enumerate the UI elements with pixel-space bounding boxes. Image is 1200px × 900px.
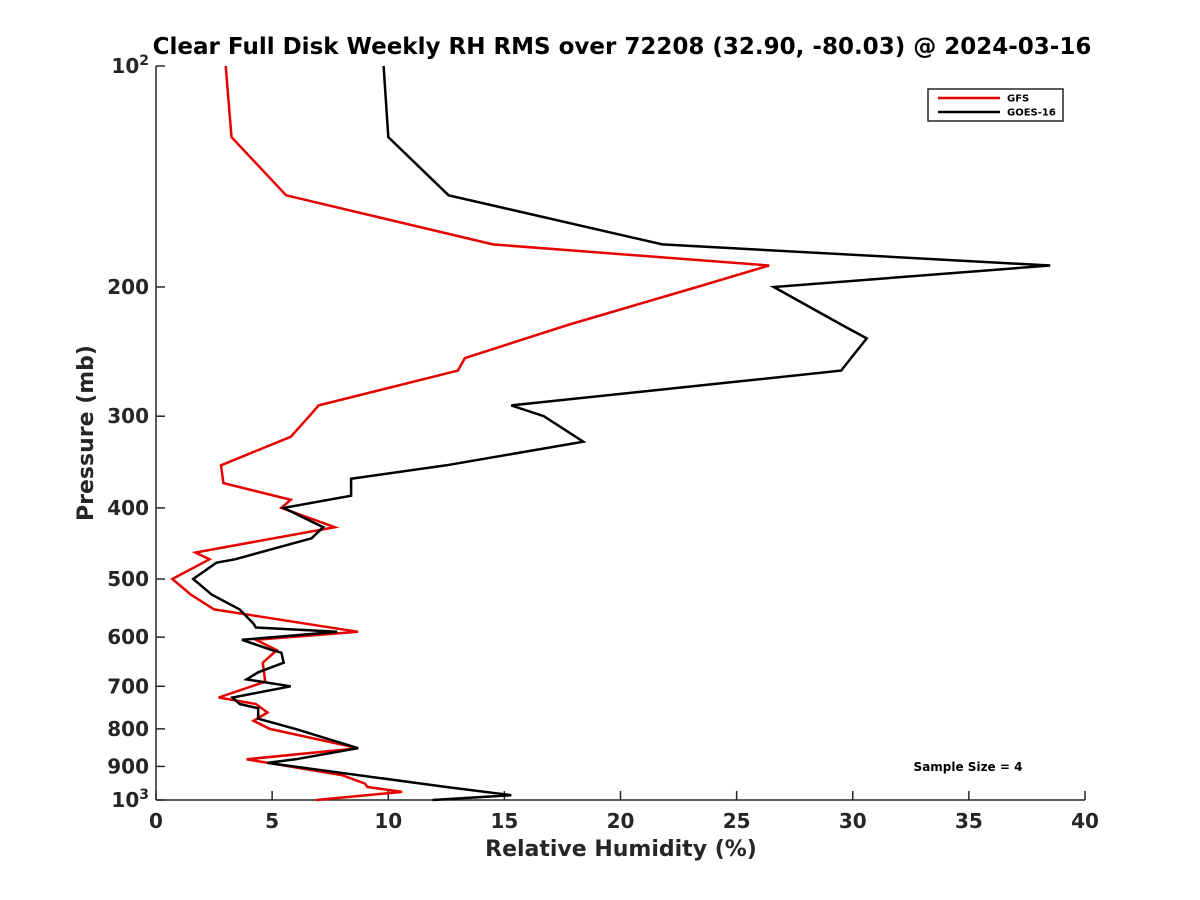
x-tick-label: 20 bbox=[607, 809, 635, 833]
y-tick-label: 500 bbox=[107, 567, 149, 591]
y-tick-label: 700 bbox=[107, 674, 149, 698]
x-tick-label: 30 bbox=[839, 809, 867, 833]
x-tick-label: 40 bbox=[1071, 809, 1099, 833]
x-tick-label: 15 bbox=[490, 809, 518, 833]
legend-label-gfs: GFS bbox=[1007, 94, 1029, 105]
x-tick-label: 0 bbox=[149, 809, 163, 833]
series-group bbox=[170, 65, 1051, 802]
x-tick-label: 5 bbox=[265, 809, 279, 833]
y-tick-label: 800 bbox=[107, 717, 149, 741]
y-tick-label: 300 bbox=[107, 404, 149, 428]
y-tick-label: 900 bbox=[107, 754, 149, 778]
x-ticks: 0 5 10 15 20 25 30 35 40 bbox=[149, 791, 1099, 833]
y-axis-title: Pressure (mb) bbox=[74, 345, 99, 521]
series-line-goes16 bbox=[191, 65, 1051, 802]
legend-box bbox=[927, 88, 1064, 122]
y-tick-label: 102 bbox=[111, 53, 149, 78]
y-tick-label: 200 bbox=[107, 275, 149, 299]
x-tick-label: 35 bbox=[955, 809, 983, 833]
y-tick-label: 600 bbox=[107, 625, 149, 649]
x-tick-label: 25 bbox=[723, 809, 751, 833]
x-tick-label: 10 bbox=[374, 809, 402, 833]
x-axis-title: Relative Humidity (%) bbox=[485, 837, 757, 862]
y-tick-label: 400 bbox=[107, 496, 149, 520]
y-ticks: 102 200 300 400 500 600 700 800 900 103 bbox=[107, 53, 165, 812]
legend: GFS GOES-16 bbox=[927, 88, 1064, 122]
y-tick-label: 103 bbox=[111, 787, 149, 812]
sample-size-annotation: Sample Size = 4 bbox=[914, 760, 1023, 774]
legend-label-goes16: GOES-16 bbox=[1007, 108, 1056, 119]
chart-title: Clear Full Disk Weekly RH RMS over 72208… bbox=[153, 34, 1092, 60]
series-line-gfs bbox=[170, 65, 770, 802]
